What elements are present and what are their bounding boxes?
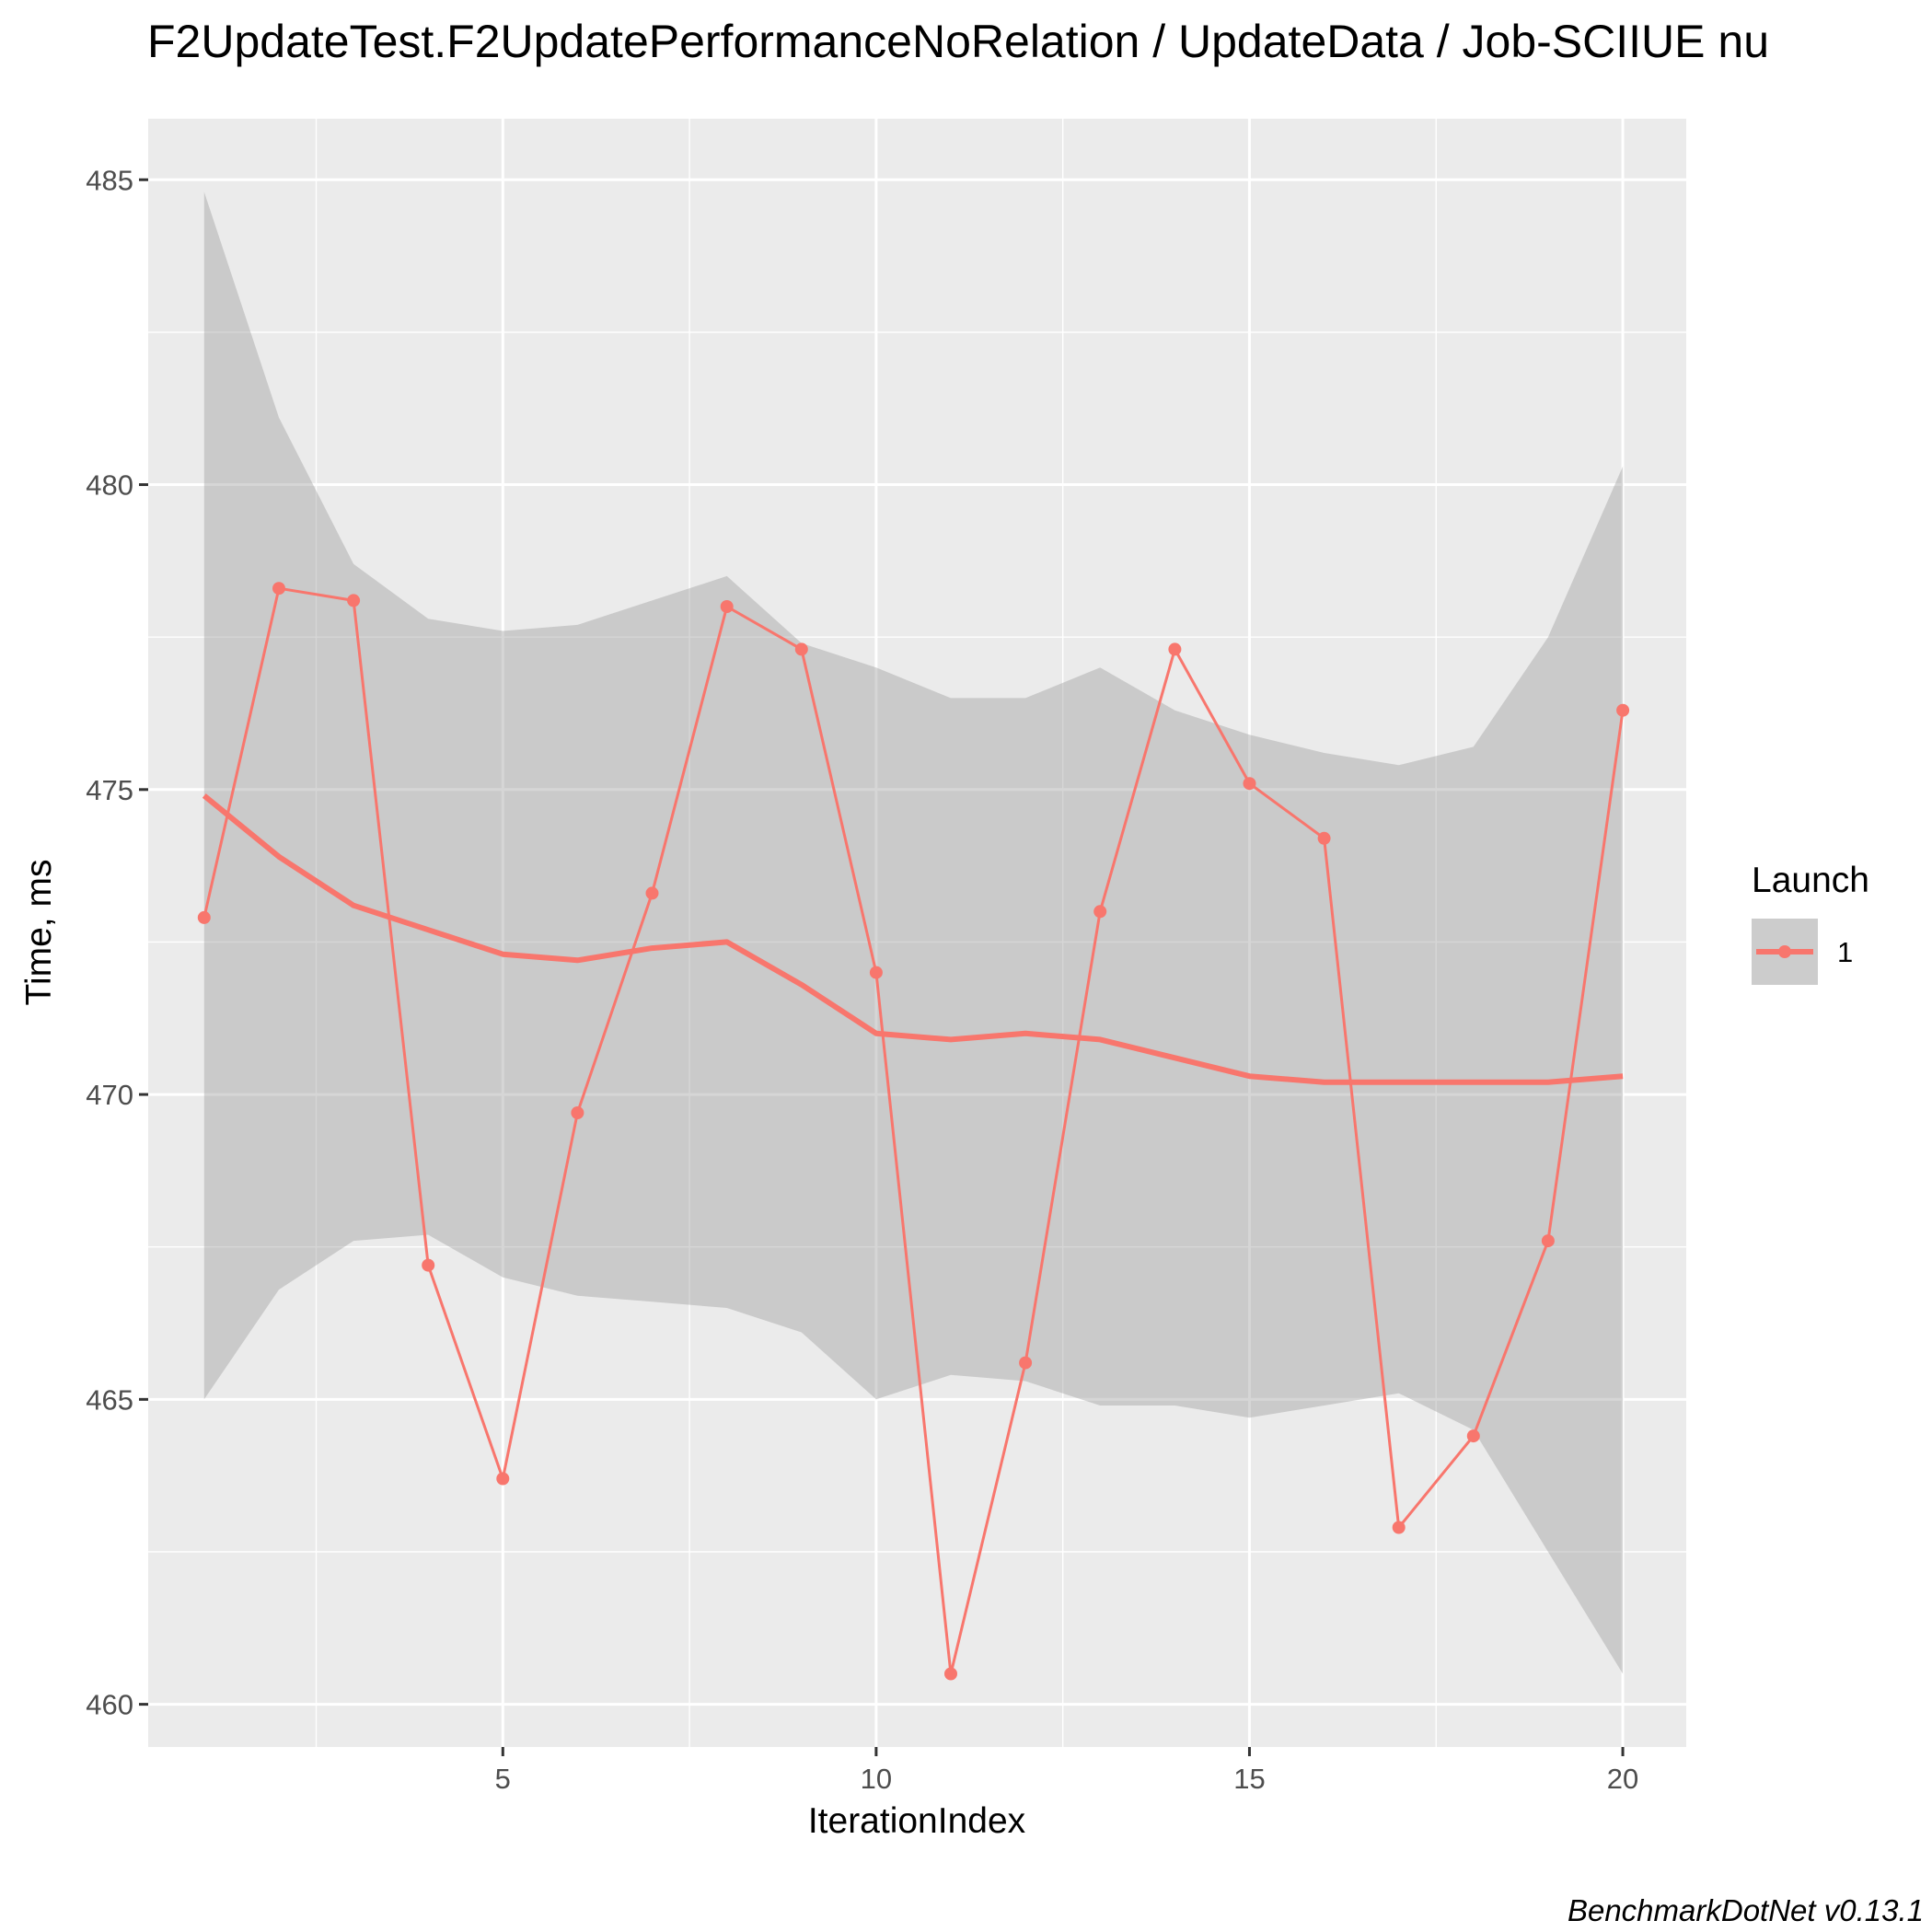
y-tick-label: 480	[86, 469, 133, 502]
data-point	[347, 594, 361, 607]
data-point	[869, 966, 883, 979]
data-point	[422, 1258, 435, 1272]
data-point	[1616, 703, 1630, 717]
y-tick-label: 470	[86, 1079, 133, 1111]
confidence-band-layer	[203, 191, 1624, 1674]
data-point	[1168, 642, 1182, 656]
data-point	[496, 1472, 510, 1486]
legend-key-point	[1778, 945, 1791, 958]
y-axis-title: Time, ms	[19, 860, 59, 1006]
plot-panel	[148, 119, 1686, 1747]
data-point	[197, 910, 211, 924]
y-tick-label: 485	[86, 164, 133, 196]
data-point	[794, 642, 808, 656]
data-point	[1243, 777, 1256, 791]
x-tick-label: 20	[1607, 1763, 1638, 1795]
x-tick-label: 15	[1233, 1763, 1265, 1795]
series-layer	[197, 582, 1630, 1681]
legend: Launch 1	[1752, 861, 1869, 985]
data-point	[1019, 1356, 1033, 1370]
data-point	[1466, 1429, 1480, 1443]
data-point	[944, 1667, 957, 1681]
y-axis: 460 465 470 475 480 485	[86, 164, 148, 1721]
data-point	[1317, 831, 1331, 845]
y-tick-label: 460	[86, 1689, 133, 1721]
data-point	[571, 1106, 584, 1119]
confidence-band	[203, 191, 1624, 1674]
grid-minor	[148, 119, 1686, 1747]
data-point	[1392, 1521, 1406, 1534]
chart-title: F2UpdateTest.F2UpdatePerformanceNoRelati…	[147, 16, 1769, 67]
data-point	[1093, 905, 1107, 919]
caption: BenchmarkDotNet v0.13.1	[1568, 1893, 1924, 1927]
x-tick-label: 10	[861, 1763, 892, 1795]
data-point	[645, 886, 659, 900]
legend-title: Launch	[1752, 861, 1869, 900]
smooth-line	[202, 793, 1624, 1085]
series-line	[202, 586, 1625, 1674]
x-axis: 5 10 15 20	[495, 1747, 1638, 1795]
data-point	[720, 600, 734, 613]
y-tick-label: 475	[86, 774, 133, 806]
x-axis-title: IterationIndex	[808, 1801, 1026, 1841]
smooth-layer	[202, 793, 1624, 1085]
data-point	[1541, 1234, 1555, 1248]
legend-label-1: 1	[1837, 936, 1853, 968]
data-point	[272, 582, 285, 596]
x-tick-label: 5	[495, 1763, 511, 1795]
y-tick-label: 465	[86, 1383, 133, 1416]
